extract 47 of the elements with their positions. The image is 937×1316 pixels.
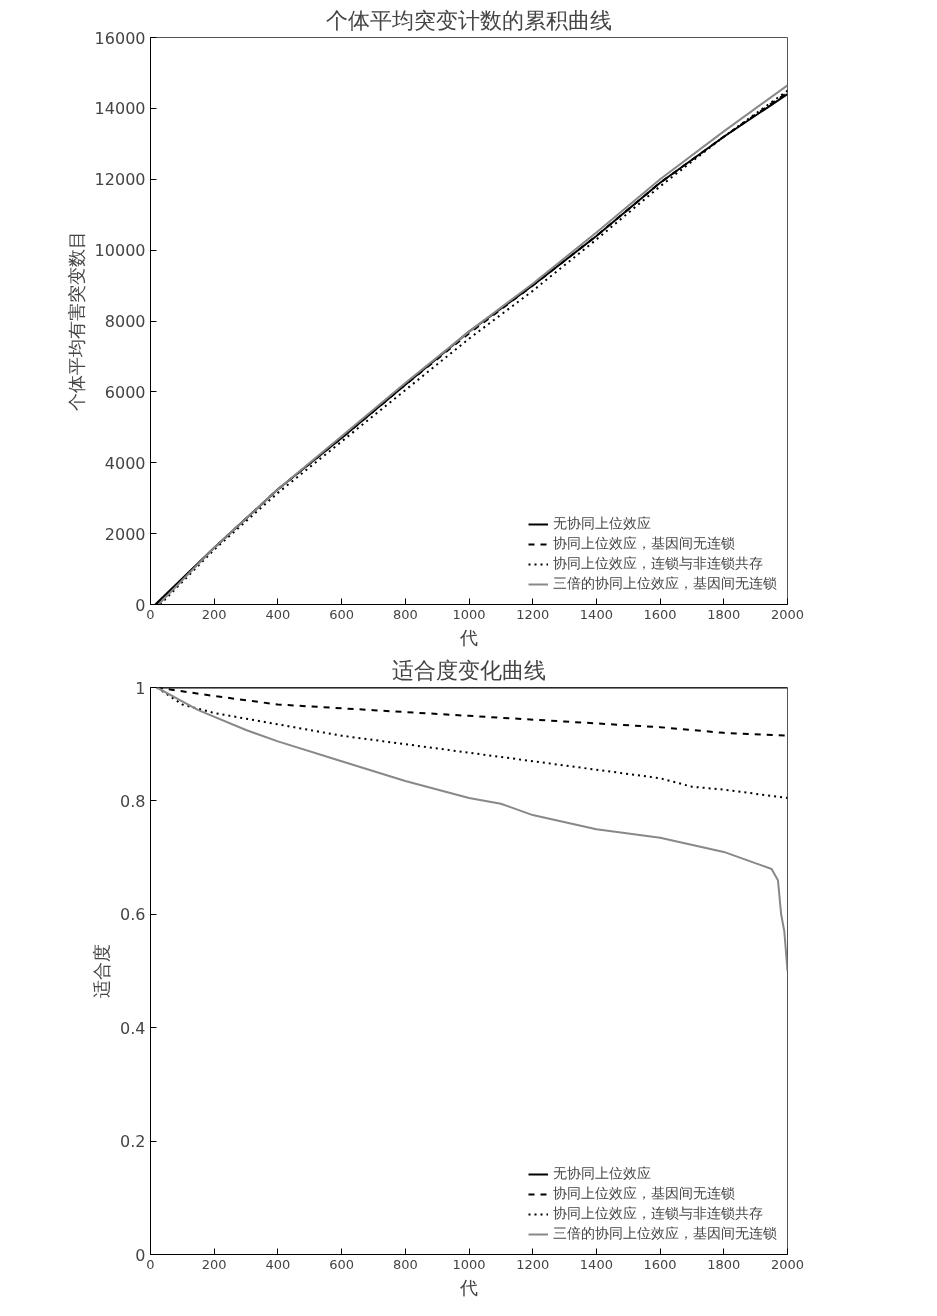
- y-tick-label: 10000: [94, 241, 146, 261]
- y-tick-label: 16000: [94, 28, 146, 48]
- x-tick-label: 1800: [707, 1256, 741, 1272]
- x-tick-label: 800: [392, 1256, 418, 1272]
- x-tick-label: 600: [329, 606, 355, 622]
- y-tick-label: 14000: [94, 99, 146, 119]
- x-tick-label: 400: [265, 1256, 291, 1272]
- legend-label: 协同上位效应，连锁与非连锁共存: [553, 555, 763, 573]
- legend-label: 协同上位效应，连锁与非连锁共存: [553, 1205, 763, 1223]
- y-tick-label: 6000: [104, 382, 146, 402]
- x-tick-label: 2000: [770, 1256, 805, 1272]
- x-tick-label: 2000: [770, 606, 805, 622]
- legend-label: 三倍的协同上位效应，基因间无连锁: [553, 575, 777, 593]
- y-tick-label: 2000: [104, 524, 146, 544]
- x-tick-label: 600: [329, 1256, 355, 1272]
- legend-label: 协同上位效应，基因间无连锁: [553, 535, 735, 553]
- chart-title: 个体平均突变计数的累积曲线: [326, 7, 612, 33]
- y-tick-label: 0.8: [120, 791, 146, 811]
- chart-title: 适合度变化曲线: [392, 657, 546, 683]
- y-tick-label: 1: [135, 678, 146, 698]
- x-tick-label: 1400: [579, 606, 613, 622]
- y-tick-label: 12000: [94, 170, 146, 190]
- x-tick-label: 200: [201, 606, 227, 622]
- y-tick-label: 0.6: [120, 905, 146, 925]
- x-axis-title: 代: [459, 626, 478, 648]
- legend-label: 协同上位效应，基因间无连锁: [553, 1185, 735, 1203]
- y-axis-title: 适合度: [91, 944, 113, 998]
- y-tick-label: 8000: [104, 312, 146, 331]
- legend-label: 三倍的协同上位效应，基因间无连锁: [553, 1225, 777, 1243]
- legend-label: 无协同上位效应: [553, 1165, 651, 1183]
- y-tick-label: 0.2: [120, 1132, 146, 1152]
- y-tick-label: 4000: [104, 453, 146, 473]
- x-tick-label: 400: [265, 606, 291, 622]
- legend-label: 无协同上位效应: [553, 515, 651, 533]
- x-tick-label: 800: [392, 606, 418, 622]
- y-axis-title: 个体平均有害突变数目: [65, 231, 87, 411]
- x-tick-label: 1000: [452, 606, 486, 622]
- x-tick-label: 1200: [516, 1256, 550, 1272]
- x-axis-title: 代: [459, 1276, 478, 1298]
- x-tick-label: 1600: [643, 1256, 677, 1272]
- x-tick-label: 1600: [643, 606, 677, 622]
- x-tick-label: 1200: [516, 606, 550, 622]
- x-tick-label: 1000: [452, 1256, 486, 1272]
- x-tick-label: 1800: [707, 606, 741, 622]
- x-tick-label: 200: [201, 1256, 227, 1272]
- y-tick-label: 0.4: [120, 1018, 146, 1038]
- x-tick-label: 1400: [579, 1256, 613, 1272]
